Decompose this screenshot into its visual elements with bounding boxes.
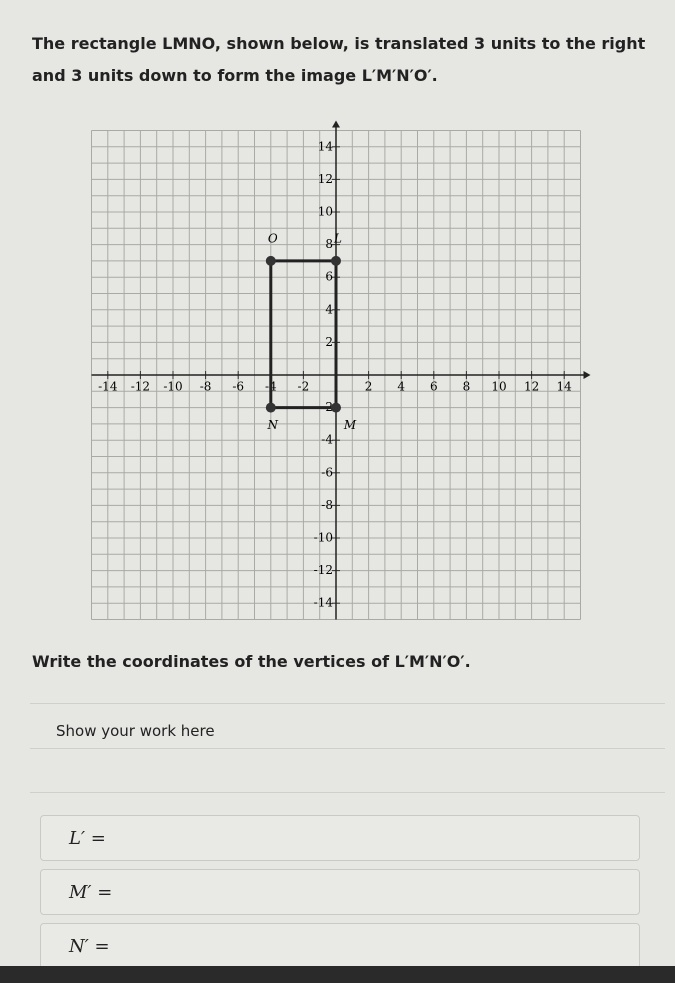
x-tick-label: -8 — [200, 380, 212, 394]
x-tick-label: 2 — [365, 380, 373, 394]
y-tick-label: -14 — [314, 596, 334, 610]
x-tick-label: -10 — [163, 380, 182, 394]
y-tick-label: -10 — [314, 531, 333, 545]
y-tick-label: 12 — [318, 172, 333, 186]
x-tick-label: 8 — [463, 380, 471, 394]
answer-input[interactable]: N′ = — [40, 923, 640, 969]
x-tick-label: 4 — [397, 380, 405, 394]
y-tick-label: 10 — [318, 205, 333, 219]
answer-label: M′ = — [69, 882, 113, 903]
y-tick-label: -4 — [321, 433, 333, 447]
question: The rectangle LMNO, shown below, is tran… — [32, 34, 646, 85]
y-tick-label: -12 — [314, 563, 333, 577]
vertex — [331, 402, 341, 413]
graph: -14 -12 -10 -8 -6 -4 -2 2 4 6 8 10 12 14 -14 -12 -10 -8 -6… — [91, 120, 591, 620]
answer-input[interactable]: M′ = — [40, 869, 640, 915]
x-tick-label: 6 — [430, 380, 438, 394]
x-tick-label: -6 — [232, 380, 244, 394]
vertex-label: N — [267, 418, 279, 432]
vertex — [265, 402, 276, 413]
y-tick-label: 4 — [325, 302, 333, 316]
screen-edge — [0, 966, 675, 983]
vertex-label: L — [333, 231, 342, 245]
y-tick-label: 8 — [325, 237, 333, 251]
x-tick-label: -2 — [298, 380, 310, 394]
prompt: Write the coordinates of the vertices of… — [32, 652, 471, 671]
work-label: Show your work here — [56, 722, 215, 740]
x-tick-label: 14 — [557, 380, 573, 394]
divider — [30, 748, 665, 749]
x-tick-label: 10 — [491, 380, 506, 394]
y-tick-label: -8 — [321, 498, 333, 512]
arrow — [332, 120, 340, 128]
arrow — [583, 371, 591, 379]
y-tick-label: 2 — [325, 335, 333, 349]
answer-input[interactable]: L′ = — [40, 815, 640, 861]
answer-label: L′ = — [69, 828, 106, 849]
x-tick-label: -12 — [131, 380, 150, 394]
y-tick-label: -6 — [321, 465, 333, 479]
x-tick-label: 12 — [524, 380, 539, 394]
vertex — [265, 255, 276, 266]
x-tick-label: -14 — [98, 380, 118, 394]
vertex-label: O — [268, 231, 278, 245]
vertex-label: M — [343, 418, 357, 432]
divider — [30, 703, 665, 704]
divider — [30, 792, 665, 793]
vertex — [331, 255, 341, 266]
y-tick-label: 14 — [318, 139, 334, 153]
y-tick-label: 6 — [325, 270, 333, 284]
answer-label: N′ = — [69, 936, 110, 957]
